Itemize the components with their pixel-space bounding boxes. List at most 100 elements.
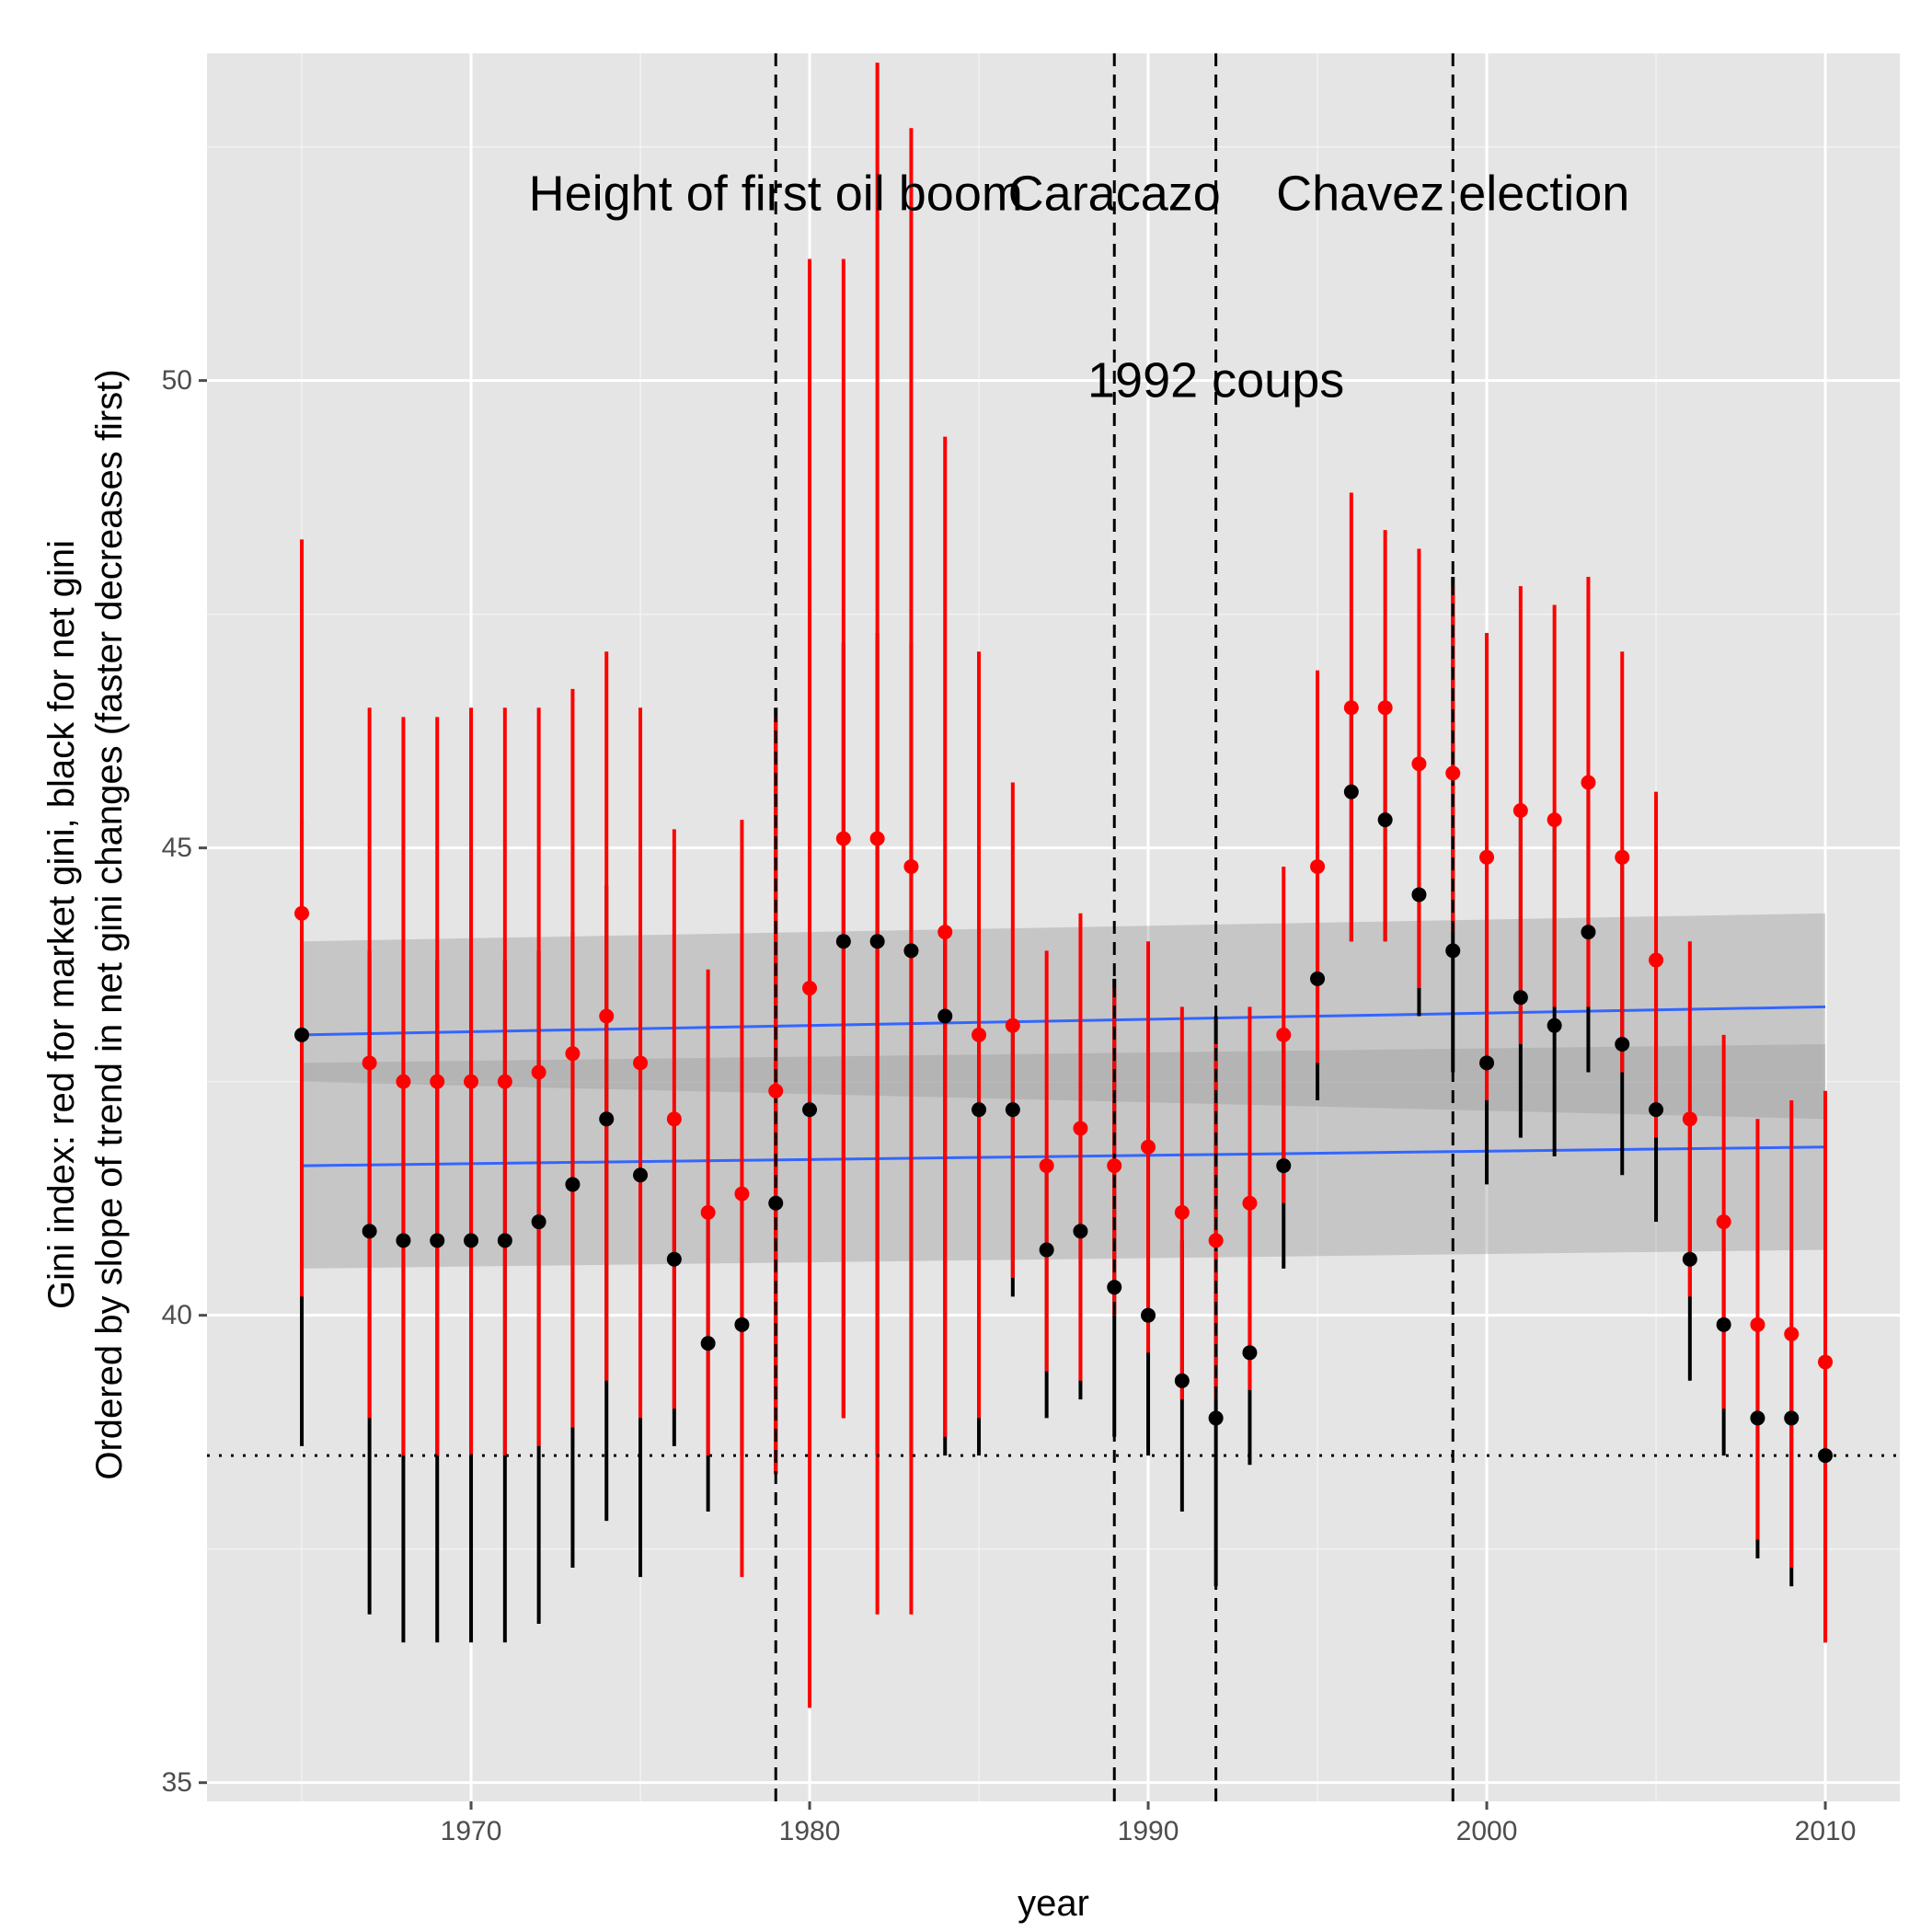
point-net_gini xyxy=(1818,1448,1834,1464)
point-market_gini xyxy=(768,1083,784,1098)
point-market_gini xyxy=(1377,700,1393,716)
point-market_gini xyxy=(903,858,919,874)
point-net_gini xyxy=(430,1233,445,1248)
point-net_gini xyxy=(1512,990,1528,1006)
point-net_gini xyxy=(1445,943,1461,959)
x-tick-label: 1990 xyxy=(1118,1816,1179,1846)
x-tick-label: 2010 xyxy=(1795,1816,1857,1846)
point-market_gini xyxy=(1174,1204,1190,1220)
point-net_gini xyxy=(464,1233,479,1248)
y-tick-label: 35 xyxy=(162,1767,192,1798)
point-net_gini xyxy=(1208,1410,1224,1426)
event-lines xyxy=(207,53,1900,1801)
y-axis-title-line1: Gini index: red for market gini, black f… xyxy=(41,540,82,1309)
point-market_gini xyxy=(362,1055,377,1071)
point-net_gini xyxy=(835,934,851,949)
point-market_gini xyxy=(1411,756,1427,772)
point-net_gini xyxy=(903,943,919,959)
point-net_gini xyxy=(937,1008,953,1024)
point-market_gini xyxy=(700,1204,716,1220)
event-label: Chavez election xyxy=(1276,166,1629,221)
point-market_gini xyxy=(1581,775,1596,790)
point-net_gini xyxy=(802,1102,818,1118)
event-label: Height of first oil boom xyxy=(529,166,1023,221)
point-market_gini xyxy=(1141,1139,1156,1155)
point-net_gini xyxy=(1310,971,1326,986)
y-tick-label: 45 xyxy=(162,833,192,863)
point-market_gini xyxy=(1343,700,1359,716)
point-market_gini xyxy=(430,1074,445,1089)
point-net_gini xyxy=(1377,812,1393,828)
point-net_gini xyxy=(294,1027,310,1042)
point-net_gini xyxy=(1479,1055,1495,1071)
point-market_gini xyxy=(1512,802,1528,818)
trend-line-market_gini xyxy=(302,1005,1826,1037)
point-market_gini xyxy=(1310,858,1326,874)
point-market_gini xyxy=(1107,1158,1122,1174)
point-net_gini xyxy=(1547,1018,1562,1033)
point-market_gini xyxy=(565,1046,581,1062)
point-market_gini xyxy=(1547,812,1562,828)
point-net_gini xyxy=(1107,1280,1122,1295)
point-market_gini xyxy=(1276,1027,1292,1042)
point-net_gini xyxy=(700,1336,716,1351)
point-net_gini xyxy=(1073,1224,1088,1239)
point-net_gini xyxy=(734,1317,750,1332)
point-market_gini xyxy=(1784,1326,1800,1341)
x-tick-label: 2000 xyxy=(1456,1816,1518,1846)
point-net_gini xyxy=(768,1195,784,1211)
point-market_gini xyxy=(497,1074,512,1089)
point-net_gini xyxy=(362,1224,377,1239)
data-points xyxy=(294,700,1834,1464)
point-net_gini xyxy=(1682,1251,1697,1267)
x-tick-label: 1980 xyxy=(779,1816,841,1846)
point-market_gini xyxy=(1073,1121,1088,1136)
point-market_gini xyxy=(396,1074,411,1089)
point-net_gini xyxy=(1615,1037,1630,1052)
point-net_gini xyxy=(1750,1410,1765,1426)
point-market_gini xyxy=(1208,1233,1224,1248)
x-axis-title: year xyxy=(1018,1883,1089,1924)
point-market_gini xyxy=(835,831,851,846)
point-market_gini xyxy=(937,925,953,940)
point-net_gini xyxy=(1005,1102,1020,1118)
point-net_gini xyxy=(869,934,885,949)
point-net_gini xyxy=(1649,1102,1664,1118)
confidence-bands xyxy=(302,913,1826,1269)
point-net_gini xyxy=(565,1177,581,1192)
point-market_gini xyxy=(1649,952,1664,968)
x-tick-label: 1970 xyxy=(441,1816,502,1846)
y-axis-title-line2: Ordered by slope of trend in net gini ch… xyxy=(89,369,130,1479)
point-market_gini xyxy=(869,831,885,846)
point-market_gini xyxy=(531,1064,546,1080)
event-label: 1992 coups xyxy=(1087,353,1344,408)
point-market_gini xyxy=(666,1111,682,1127)
point-market_gini xyxy=(599,1008,615,1024)
y-tick-label: 40 xyxy=(162,1300,192,1330)
point-net_gini xyxy=(1716,1317,1731,1332)
point-net_gini xyxy=(1411,887,1427,903)
point-market_gini xyxy=(1005,1018,1020,1033)
point-net_gini xyxy=(1242,1345,1258,1361)
point-net_gini xyxy=(1276,1158,1292,1174)
point-net_gini xyxy=(396,1233,411,1248)
point-net_gini xyxy=(1174,1373,1190,1388)
confidence-band-market_gini xyxy=(302,913,1826,1120)
point-net_gini xyxy=(633,1167,649,1183)
point-net_gini xyxy=(1039,1242,1054,1258)
point-net_gini xyxy=(666,1251,682,1267)
point-market_gini xyxy=(1445,765,1461,781)
point-market_gini xyxy=(633,1055,649,1071)
point-market_gini xyxy=(1750,1317,1765,1332)
point-market_gini xyxy=(464,1074,479,1089)
point-net_gini xyxy=(1343,784,1359,799)
point-net_gini xyxy=(497,1233,512,1248)
point-market_gini xyxy=(972,1027,987,1042)
axes: 1970 1980 1990 2000 2010 35 40 45 50 xyxy=(162,365,1857,1846)
trend-lines xyxy=(302,1005,1826,1167)
point-net_gini xyxy=(599,1111,615,1127)
trend-line-net_gini xyxy=(302,1145,1826,1167)
point-market_gini xyxy=(802,981,818,996)
point-market_gini xyxy=(1682,1111,1697,1127)
point-market_gini xyxy=(294,905,310,921)
